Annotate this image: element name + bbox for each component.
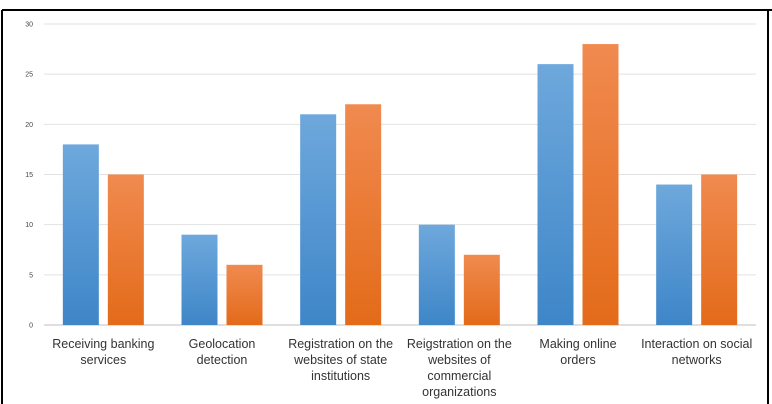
x-axis-labels: Receiving banking services Geolocation dete… bbox=[52, 337, 752, 399]
bar-series-1 bbox=[62, 144, 99, 325]
x-category-label: Interaction on social networks bbox=[641, 337, 752, 367]
y-axis-ticks: 0 5 10 15 20 25 30 bbox=[25, 22, 33, 330]
bar-series-2 bbox=[107, 174, 144, 325]
x-category-label: Receiving banking services bbox=[52, 337, 154, 367]
x-category-label: Reigstration on the websites of commercial… bbox=[407, 337, 512, 399]
bar-series-1 bbox=[181, 234, 218, 325]
bar-series-1 bbox=[537, 64, 574, 325]
y-tick-label: 30 bbox=[25, 22, 33, 29]
bar-series-2 bbox=[345, 104, 382, 326]
y-tick-label: 20 bbox=[25, 122, 33, 129]
x-category-label: Registration on the websites of state inst… bbox=[288, 337, 393, 383]
bar-series-2 bbox=[582, 44, 619, 326]
bar-series-1 bbox=[418, 224, 455, 325]
bar-series-2 bbox=[463, 254, 500, 325]
y-tick-label: 15 bbox=[25, 172, 33, 179]
y-tick-label: 10 bbox=[25, 222, 33, 229]
bar-series-1 bbox=[656, 184, 693, 325]
x-category-label: Geolocation detection bbox=[189, 337, 256, 367]
x-category-label: Making online orders bbox=[539, 337, 616, 367]
y-tick-label: 0 bbox=[29, 323, 33, 330]
gridlines bbox=[44, 23, 756, 326]
y-tick-label: 5 bbox=[29, 272, 33, 279]
bar-series-2 bbox=[226, 264, 263, 325]
bar-series-2 bbox=[701, 174, 738, 325]
bar-series-1 bbox=[300, 114, 337, 325]
bars bbox=[62, 44, 738, 326]
y-tick-label: 25 bbox=[25, 72, 33, 79]
